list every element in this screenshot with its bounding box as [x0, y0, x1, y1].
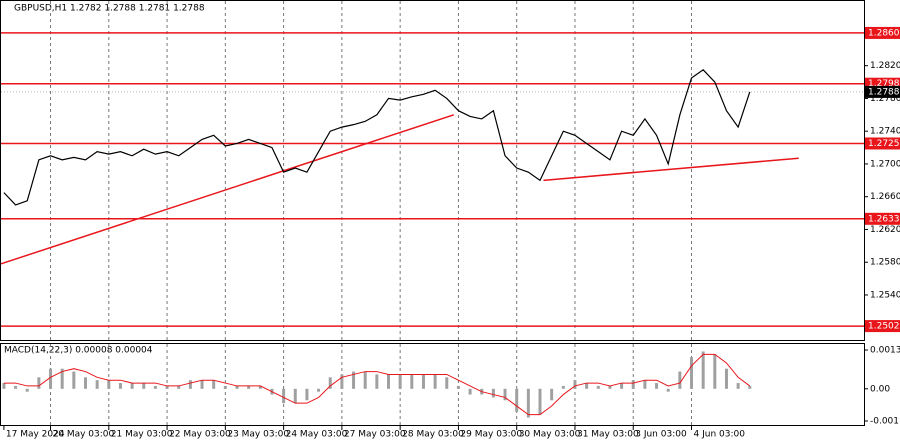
x-tick-label: 31 May 03:00	[577, 430, 639, 440]
level-label-box	[865, 212, 900, 225]
x-tick-label: 4 Jun 03:00	[694, 430, 746, 440]
trendline	[0, 114, 455, 265]
price-line	[3, 68, 751, 206]
x-tick-label: 23 May 03:00	[227, 430, 289, 440]
y-tick-label: -0.00112	[870, 416, 900, 426]
y-tick-label: 0.00135	[870, 346, 900, 356]
x-tick-label: 3 Jun 03:00	[635, 430, 687, 440]
signal-line	[3, 353, 751, 416]
x-tick-label: 24 May 03:00	[286, 430, 348, 440]
level-label-box	[865, 320, 900, 333]
y-tick-label: 1.2620	[870, 225, 900, 235]
y-tick-label: 1.2820	[870, 61, 900, 71]
chart-title: GBPUSD,H1 1.2782 1.2788 1.2781 1.2788	[14, 4, 205, 14]
x-tick-label: 28 May 03:00	[402, 430, 464, 440]
x-tick-label: 20 May 03:00	[53, 430, 115, 440]
x-tick-label: 17 May 2024	[6, 430, 65, 440]
y-tick-label: 1.2700	[870, 159, 900, 169]
y-tick-label: 1.2740	[870, 127, 900, 137]
trendline	[543, 157, 799, 182]
price-panel	[0, 0, 865, 341]
y-tick-label: 0.00	[870, 384, 890, 394]
x-tick-label: 22 May 03:00	[169, 430, 231, 440]
y-tick-label: 1.2580	[870, 258, 900, 268]
x-tick-label: 27 May 03:00	[344, 430, 406, 440]
level-label: 1.2502	[868, 322, 900, 332]
x-tick-label: 29 May 03:00	[460, 430, 522, 440]
x-tick-label: 30 May 03:00	[519, 430, 581, 440]
current-price-box	[865, 85, 900, 98]
current-price-label: 1.2788	[868, 87, 900, 97]
level-label: 1.2725	[868, 139, 900, 149]
level-label: 1.2633	[868, 214, 900, 224]
macd-panel	[0, 343, 865, 426]
y-tick-label: 1.2540	[870, 290, 900, 300]
level-label-box	[865, 137, 900, 150]
y-tick-label: 1.2780	[870, 94, 900, 104]
level-label: 1.2860	[868, 28, 900, 38]
y-tick-label: 1.2660	[870, 192, 900, 202]
x-tick-label: 21 May 03:00	[111, 430, 173, 440]
macd-title: MACD(14,22,3) 0.00008 0.00004	[4, 346, 153, 356]
level-label-box	[865, 26, 900, 39]
level-label: 1.2798	[868, 79, 900, 89]
